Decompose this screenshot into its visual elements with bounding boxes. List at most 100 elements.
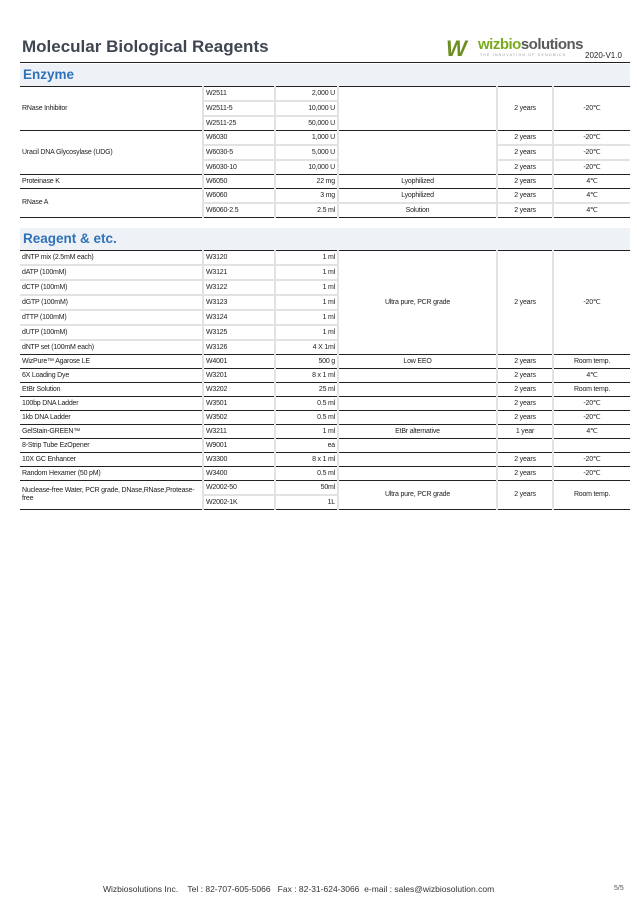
cell-storage: Room temp. [552, 480, 630, 510]
cell-name: 6X Loading Dye [20, 368, 203, 383]
cell-size: 10,000 U [274, 159, 338, 175]
cell-desc: Solution [337, 202, 497, 218]
cell-storage: Room temp. [552, 382, 630, 397]
cell-size: 3 mg [274, 188, 338, 203]
cell-storage: -20℃ [552, 452, 630, 467]
cell-cat: W4001 [202, 354, 275, 369]
logo-brand: wizbiosolutions [478, 36, 584, 53]
cell-size: 0.5 ml [274, 466, 338, 481]
table-row: 100bp DNA Ladder W3501 0.5 ml 2 years -20℃ [20, 396, 630, 411]
cell-storage: -20℃ [552, 130, 630, 145]
cell-shelf: 2 years [496, 130, 553, 145]
cell-size: 1 ml [274, 324, 338, 340]
cell-cat: W3125 [202, 324, 275, 340]
table-row: 8-Strip Tube EzOpener W9001 ea [20, 438, 630, 453]
cell-size: 1 ml [274, 250, 338, 265]
cell-name: dNTP set (100mM each) [20, 339, 203, 355]
cell-size: 1 ml [274, 264, 338, 280]
cell-name: GelStain-GREEN™ [20, 424, 203, 439]
table-row: W6030-10 10,000 U 2 years -20℃ [20, 159, 630, 175]
cell-desc: Lyophilized [337, 188, 497, 203]
cell-storage: -20℃ [552, 159, 630, 175]
table-row: Uracil DNA Glycosylase (UDG) W6030 1,000 U… [20, 130, 630, 175]
cell-name: dNTP mix (2.5mM each) [20, 250, 203, 265]
cell-name: Nuclease-free Water, PCR grade, DNase,RN… [20, 480, 203, 510]
cell-name: dATP (100mM) [20, 264, 203, 280]
cell-storage: 4℃ [552, 424, 630, 439]
cell-name: Uracil DNA Glycosylase (UDG) [20, 130, 203, 175]
cell-size: 0.5 ml [274, 410, 338, 425]
cell-size: 8 x 1 ml [274, 368, 338, 383]
cell-shelf: 2 years [496, 382, 553, 397]
cell-storage: Room temp. [552, 354, 630, 369]
cell-shelf: 2 years [496, 410, 553, 425]
cell-cat: W3501 [202, 396, 275, 411]
table-row: W2511-5 10,000 U [20, 100, 630, 116]
cell-size: 1 ml [274, 424, 338, 439]
cell-desc [337, 130, 497, 175]
cell-desc [337, 368, 497, 383]
cell-size: ea [274, 438, 338, 453]
cell-name: WizPure™ Agarose LE [20, 354, 203, 369]
cell-desc [337, 86, 497, 131]
cell-shelf: 2 years [496, 202, 553, 218]
cell-name: Proteinase K [20, 174, 203, 189]
cell-shelf: 2 years [496, 480, 553, 510]
cell-size: 2,000 U [274, 86, 338, 101]
cell-name: dGTP (100mM) [20, 294, 203, 310]
table-row: 6X Loading Dye W3201 8 x 1 ml 2 years 4℃ [20, 368, 630, 383]
cell-cat: W3502 [202, 410, 275, 425]
table-row: EtBr Solution W3202 25 ml 2 years Room temp. [20, 382, 630, 397]
cell-desc [337, 466, 497, 481]
cell-name: 100bp DNA Ladder [20, 396, 203, 411]
cell-size: 25 ml [274, 382, 338, 397]
cell-desc [337, 396, 497, 411]
cell-name: RNase A [20, 188, 203, 218]
table-row: dGTP (100mM) W3123 1 ml [20, 294, 630, 310]
cell-storage: -20℃ [552, 144, 630, 160]
cell-cat: W6060-2.5 [202, 202, 275, 218]
cell-size: 1 ml [274, 309, 338, 325]
table-row: WizPure™ Agarose LE W4001 500 g Low EEO 2 ye… [20, 354, 630, 369]
table-row: dNTP set (100mM each) W3126 4 X 1ml [20, 339, 630, 355]
cell-cat: W3201 [202, 368, 275, 383]
table-row: W6060-2.5 2.5 ml Solution 2 years 4℃ [20, 202, 630, 218]
logo-tagline: THE INNOVATION OF GENOMICS [480, 53, 567, 57]
cell-size: 22 mg [274, 174, 338, 189]
cell-cat: W2002-50 [202, 480, 275, 495]
cell-cat: W6060 [202, 188, 275, 203]
page-title: Molecular Biological Reagents [22, 37, 269, 56]
cell-shelf: 2 years [496, 368, 553, 383]
cell-cat: W2511 [202, 86, 275, 101]
table-row: W2002-1K 1L [20, 494, 630, 510]
cell-cat: W3120 [202, 250, 275, 265]
cell-cat: W3211 [202, 424, 275, 439]
cell-cat: W3122 [202, 279, 275, 295]
cell-size: 0.5 ml [274, 396, 338, 411]
cell-storage: -20℃ [552, 86, 630, 131]
cell-desc [337, 410, 497, 425]
cell-name: dCTP (100mM) [20, 279, 203, 295]
table-row: RNase A W6060 3 mg Lyophilized 2 years 4℃ [20, 188, 630, 218]
cell-storage: 4℃ [552, 188, 630, 203]
table-row: GelStain-GREEN™ W3211 1 ml EtBr alternative… [20, 424, 630, 439]
page-number: 5/5 [614, 885, 624, 892]
cell-name: dUTP (100mM) [20, 324, 203, 340]
cell-size: 1 ml [274, 294, 338, 310]
version-label: 2020-V1.0 [585, 51, 622, 60]
cell-size: 10,000 U [274, 100, 338, 116]
cell-shelf [496, 438, 553, 453]
cell-cat: W2511-25 [202, 115, 275, 131]
section-header-reagent: Reagent & etc. [20, 228, 630, 250]
cell-name: 10X GC Enhancer [20, 452, 203, 467]
cell-size: 50,000 U [274, 115, 338, 131]
cell-cat: W6030-5 [202, 144, 275, 160]
cell-size: 1,000 U [274, 130, 338, 145]
cell-shelf: 2 years [496, 159, 553, 175]
cell-cat: W6030 [202, 130, 275, 145]
cell-cat: W6050 [202, 174, 275, 189]
cell-cat: W9001 [202, 438, 275, 453]
table-row: 1kb DNA Ladder W3502 0.5 ml 2 years -20℃ [20, 410, 630, 425]
table-row: W6030-5 5,000 U 2 years -20℃ [20, 144, 630, 160]
